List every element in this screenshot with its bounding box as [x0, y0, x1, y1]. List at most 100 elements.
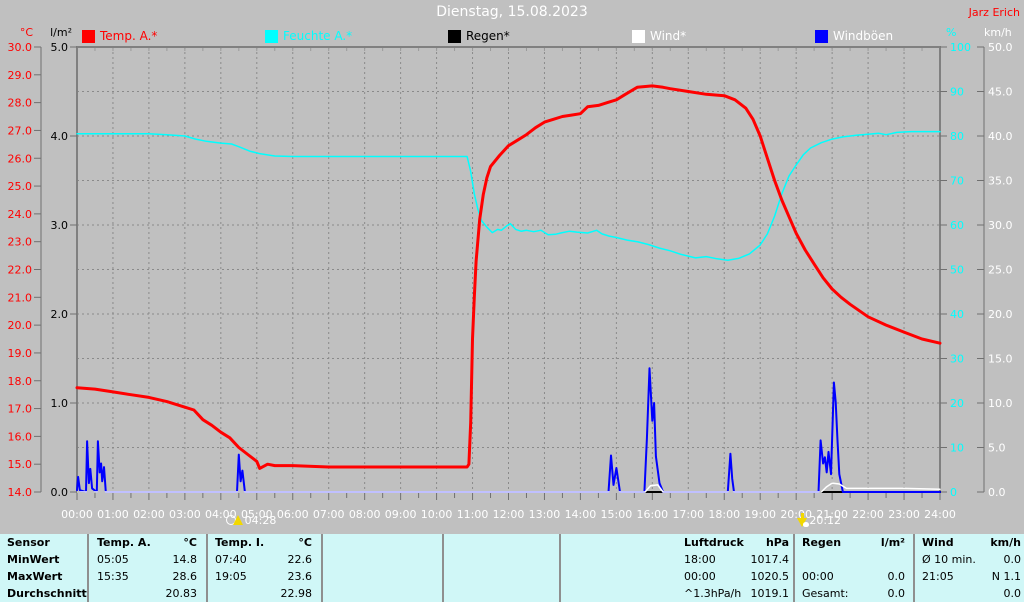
- legend-swatch-icon: [82, 29, 95, 43]
- table-cell-value: 28.6: [172, 570, 198, 583]
- temp-axis-tick-label: 14.0: [8, 486, 33, 499]
- table-row-label: Durchschnitt: [7, 587, 87, 600]
- x-axis-label: 11:00: [457, 508, 489, 521]
- temp-axis-tick-label: 27.0: [8, 124, 33, 137]
- temp-axis-tick-label: 25.0: [8, 180, 33, 193]
- x-axis-label: 12:00: [493, 508, 525, 521]
- humidity-axis-tick-label: 40: [950, 308, 964, 321]
- x-axis-label: 16:00: [636, 508, 668, 521]
- humidity-curve: [76, 130, 941, 261]
- table-column-divider: [559, 534, 561, 602]
- x-axis-label: 02:00: [133, 508, 165, 521]
- table-cell-value: 0.0: [887, 587, 906, 600]
- legend-label: Windböen: [833, 29, 894, 43]
- table-column-header: Luftdruck: [684, 536, 744, 549]
- temp-axis-tick-label: 29.0: [8, 69, 33, 82]
- table-row-label: Sensor: [7, 536, 50, 549]
- table-row-label: MinWert: [7, 553, 60, 566]
- x-axis-label: 17:00: [672, 508, 704, 521]
- rain-axis-tick-label: 3.0: [51, 219, 69, 232]
- wind-axis-tick-label: 25.0: [988, 264, 1013, 277]
- temp-axis-tick-label: 24.0: [8, 208, 33, 221]
- temp-axis-tick-label: 26.0: [8, 152, 33, 165]
- humidity-axis-tick-label: 80: [950, 130, 964, 143]
- table-column-divider: [87, 534, 89, 602]
- x-axis-label: 15:00: [601, 508, 633, 521]
- temp-axis-unit: °C: [19, 26, 33, 39]
- humidity-axis-tick-label: 10: [950, 442, 964, 455]
- temp-axis-tick-label: 17.0: [8, 403, 33, 416]
- wind-axis-tick-label: 5.0: [988, 442, 1006, 455]
- temp-axis-tick-label: 16.0: [8, 430, 33, 443]
- table-cell-time: 19:05: [215, 570, 247, 583]
- table-column-divider: [442, 534, 444, 602]
- table-column-unit: km/h: [990, 536, 1021, 549]
- legend-label: Feuchte A.*: [283, 29, 353, 43]
- chart-legend: Temp. A.* Feuchte A.* Regen* Wind* Windböen: [0, 29, 1024, 45]
- x-axis-label: 07:00: [313, 508, 345, 521]
- x-axis-label: 06:00: [277, 508, 309, 521]
- table-column-header: Temp. A.: [97, 536, 151, 549]
- table-cell-time: 07:40: [215, 553, 247, 566]
- wind-axis-tick-label: 30.0: [988, 219, 1013, 232]
- wind-curve: [76, 482, 941, 493]
- table-cell-value: 1017.4: [750, 553, 790, 566]
- wind-axis-tick-label: 20.0: [988, 308, 1013, 321]
- x-axis-label: 18:00: [708, 508, 740, 521]
- table-cell-value: 22.6: [287, 553, 313, 566]
- humidity-axis-tick-label: 20: [950, 397, 964, 410]
- table-column-divider: [321, 534, 323, 602]
- x-axis-label: 09:00: [385, 508, 417, 521]
- rain-axis-unit: l/m²: [50, 26, 72, 39]
- legend-label: Temp. A.*: [100, 29, 158, 43]
- humidity-axis-tick-label: 70: [950, 175, 964, 188]
- table-row-label: MaxWert: [7, 570, 63, 583]
- table-cell-value: 14.8: [172, 553, 198, 566]
- temp-axis-tick-label: 15.0: [8, 458, 33, 471]
- x-axis-label: 22:00: [852, 508, 884, 521]
- x-axis-label: 24:00: [924, 508, 956, 521]
- temp-axis-tick-label: 28.0: [8, 97, 33, 110]
- table-cell-time: 18:00: [684, 553, 716, 566]
- x-axis-label: 01:00: [97, 508, 129, 521]
- legend-item: Feuchte A.*: [265, 29, 352, 43]
- table-column-divider: [206, 534, 208, 602]
- legend-item: Regen*: [448, 29, 510, 43]
- legend-item: Temp. A.*: [82, 29, 157, 43]
- table-cell-time: 00:00: [684, 570, 716, 583]
- rain-axis-tick-label: 2.0: [51, 308, 69, 321]
- statistics-table: Sensor MinWert MaxWert Durchschnitt Temp. A.…: [0, 534, 1024, 602]
- table-column-unit: l/m²: [880, 536, 905, 549]
- sunset-time-label: 20:12: [809, 513, 842, 527]
- x-axis-label: 20:00: [780, 508, 812, 521]
- humidity-axis-tick-label: 100: [950, 41, 971, 54]
- table-column-header: Temp. I.: [215, 536, 265, 549]
- wind-axis-tick-label: 45.0: [988, 86, 1013, 99]
- humidity-axis-tick-label: 90: [950, 86, 964, 99]
- humidity-axis-tick-label: 30: [950, 353, 964, 366]
- sunrise-time-label: 04:28: [244, 513, 277, 527]
- table-column-header: Regen: [802, 536, 842, 549]
- x-axis-label: 03:00: [169, 508, 201, 521]
- x-axis-label: 21:00: [816, 508, 848, 521]
- sunrise-arrow-up-icon: [232, 515, 243, 525]
- table-cell-value: 22.98: [280, 587, 313, 600]
- table-cell-time: Ø 10 min.: [922, 553, 976, 566]
- wind-axis-tick-label: 0.0: [988, 486, 1006, 499]
- legend-swatch-icon: [815, 29, 828, 43]
- table-cell-value: 0.0: [1003, 553, 1022, 566]
- table-cell-time: 00:00: [802, 570, 834, 583]
- sunset-marker: 20:12: [797, 512, 841, 528]
- table-column-unit: °C: [298, 536, 312, 549]
- sunset-arrow-down-icon: [797, 513, 810, 527]
- table-cell-time: Gesamt:: [802, 587, 849, 600]
- rain-axis-tick-label: 4.0: [51, 130, 69, 143]
- humidity-axis-tick-label: 0: [950, 486, 957, 499]
- humidity-axis-tick-label: 50: [950, 264, 964, 277]
- legend-item: Wind*: [632, 29, 686, 43]
- table-cell-time: 21:05: [922, 570, 954, 583]
- weather-chart-plot: 30.0 29.0 28.0 27.0 26.0 25.0 24.0 23.0 22.0 21.0…: [8, 41, 1013, 521]
- sunrise-marker: 04:28: [225, 512, 277, 528]
- humidity-axis-unit: %: [946, 26, 957, 39]
